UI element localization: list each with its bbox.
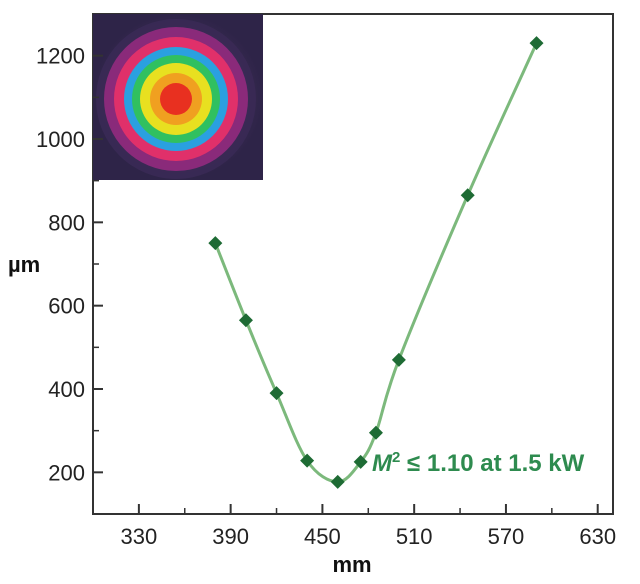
annotation-m: M	[372, 450, 393, 477]
x-tick-label: 630	[579, 524, 616, 549]
y-tick-label: 1000	[36, 127, 85, 152]
x-tick-label: 510	[396, 524, 433, 549]
data-point	[300, 453, 315, 468]
y-tick-label: 800	[48, 210, 85, 235]
x-tick-label: 450	[304, 524, 341, 549]
data-point	[269, 386, 284, 401]
x-tick-label: 330	[121, 524, 158, 549]
annotation-text: ≤ 1.10 at 1.5 kW	[400, 450, 584, 477]
data-point	[529, 36, 544, 51]
fit-curve	[213, 42, 538, 484]
y-tick-label: 600	[48, 294, 85, 319]
y-tick-label: 400	[48, 377, 85, 402]
x-axis-ticks: 330 390 450 510 570 630	[121, 504, 616, 549]
beam-ring	[160, 83, 192, 115]
y-axis-title: µm	[8, 252, 40, 277]
y-axis-ticks: 200 400 600 800 1000 1200	[36, 44, 103, 485]
data-point	[368, 425, 383, 440]
x-tick-label: 390	[212, 524, 249, 549]
data-point	[330, 474, 345, 489]
data-point	[353, 454, 368, 469]
x-axis-title: mm	[332, 552, 371, 577]
data-point	[238, 313, 253, 328]
m-squared-annotation: M2 ≤ 1.10 at 1.5 kW	[372, 449, 585, 477]
x-tick-label: 570	[488, 524, 525, 549]
data-point	[208, 236, 223, 251]
data-point	[460, 188, 475, 203]
y-tick-label: 200	[48, 460, 85, 485]
data-point	[391, 352, 406, 367]
data-points	[208, 36, 544, 489]
beam-profile-inset	[93, 14, 263, 180]
y-tick-label: 1200	[36, 44, 85, 69]
annotation-superscript: 2	[392, 449, 400, 466]
